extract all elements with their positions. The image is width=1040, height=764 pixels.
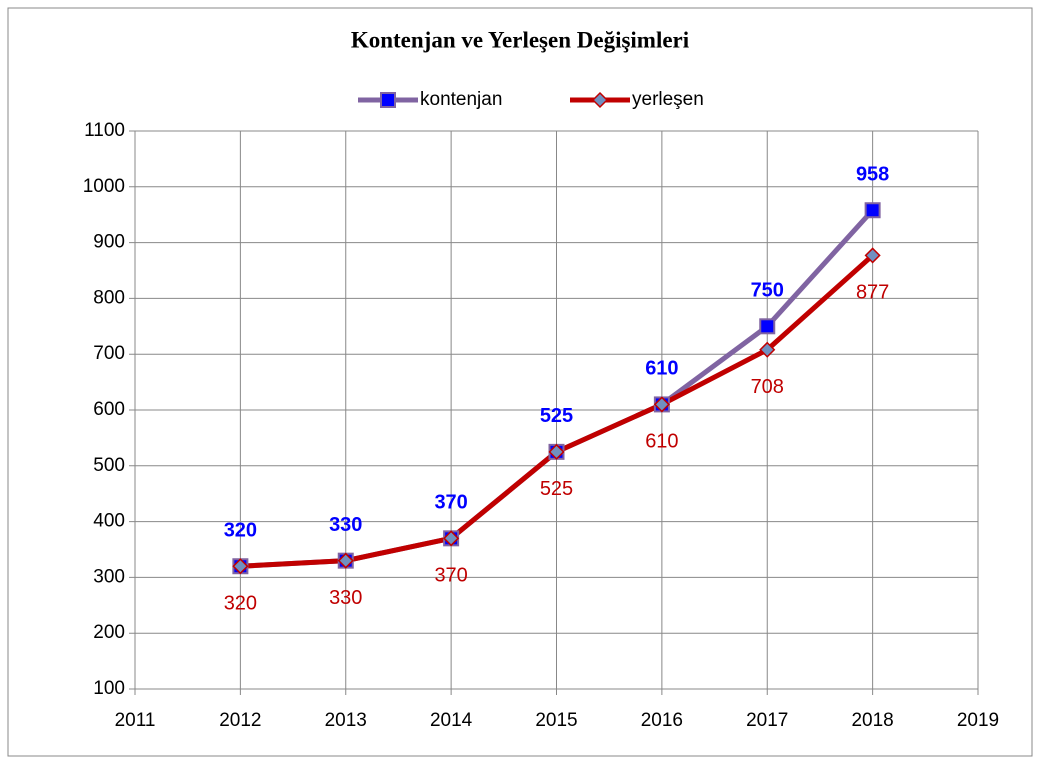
data-label: 750	[751, 280, 784, 302]
point-marker	[337, 552, 354, 569]
data-label: 877	[856, 282, 889, 304]
point-marker	[232, 558, 249, 575]
y-tick-label: 200	[93, 622, 125, 643]
x-tick-label: 2014	[430, 710, 473, 731]
data-label: 330	[329, 587, 362, 609]
data-label: 320	[224, 520, 257, 542]
x-tick-label: 2015	[535, 710, 577, 731]
y-tick-label: 1100	[84, 120, 125, 141]
data-label: 610	[645, 431, 678, 453]
x-tick-label: 2017	[746, 710, 788, 731]
data-label: 525	[540, 478, 573, 500]
x-tick-label: 2012	[219, 710, 261, 731]
point-marker	[548, 443, 565, 460]
data-label: 958	[856, 164, 889, 186]
y-tick-label: 800	[93, 287, 125, 308]
y-tick-label: 500	[93, 455, 125, 476]
legend-label: yerleşen	[632, 89, 704, 110]
data-label: 370	[434, 492, 467, 514]
y-tick-label: 400	[93, 511, 125, 532]
legend-marker	[380, 92, 396, 108]
legend-marker	[591, 91, 609, 109]
point-marker	[759, 341, 776, 358]
point-marker	[864, 247, 881, 264]
data-label: 610	[645, 358, 678, 380]
y-tick-label: 600	[93, 399, 125, 420]
y-tick-label: 900	[93, 232, 125, 253]
data-label: 320	[224, 593, 257, 615]
data-label: 525	[540, 405, 573, 427]
y-tick-label: 700	[93, 343, 125, 364]
point-marker	[653, 396, 670, 413]
x-tick-label: 2019	[957, 710, 999, 731]
chart-border	[7, 7, 1033, 757]
point-marker	[443, 530, 460, 547]
data-label: 370	[434, 565, 467, 587]
x-tick-label: 2018	[851, 710, 893, 731]
x-tick-label: 2011	[115, 710, 156, 731]
chart-title: Kontenjan ve Yerleşen Değişimleri	[351, 27, 690, 52]
data-label: 330	[329, 514, 362, 536]
x-tick-label: 2013	[325, 710, 367, 731]
legend-label: kontenjan	[420, 89, 502, 110]
y-tick-label: 300	[93, 566, 125, 587]
y-tick-label: 100	[93, 678, 125, 699]
data-label: 708	[751, 376, 784, 398]
point-marker	[864, 202, 881, 219]
point-marker	[759, 318, 776, 335]
y-tick-label: 1000	[83, 176, 125, 197]
x-tick-label: 2016	[641, 710, 683, 731]
